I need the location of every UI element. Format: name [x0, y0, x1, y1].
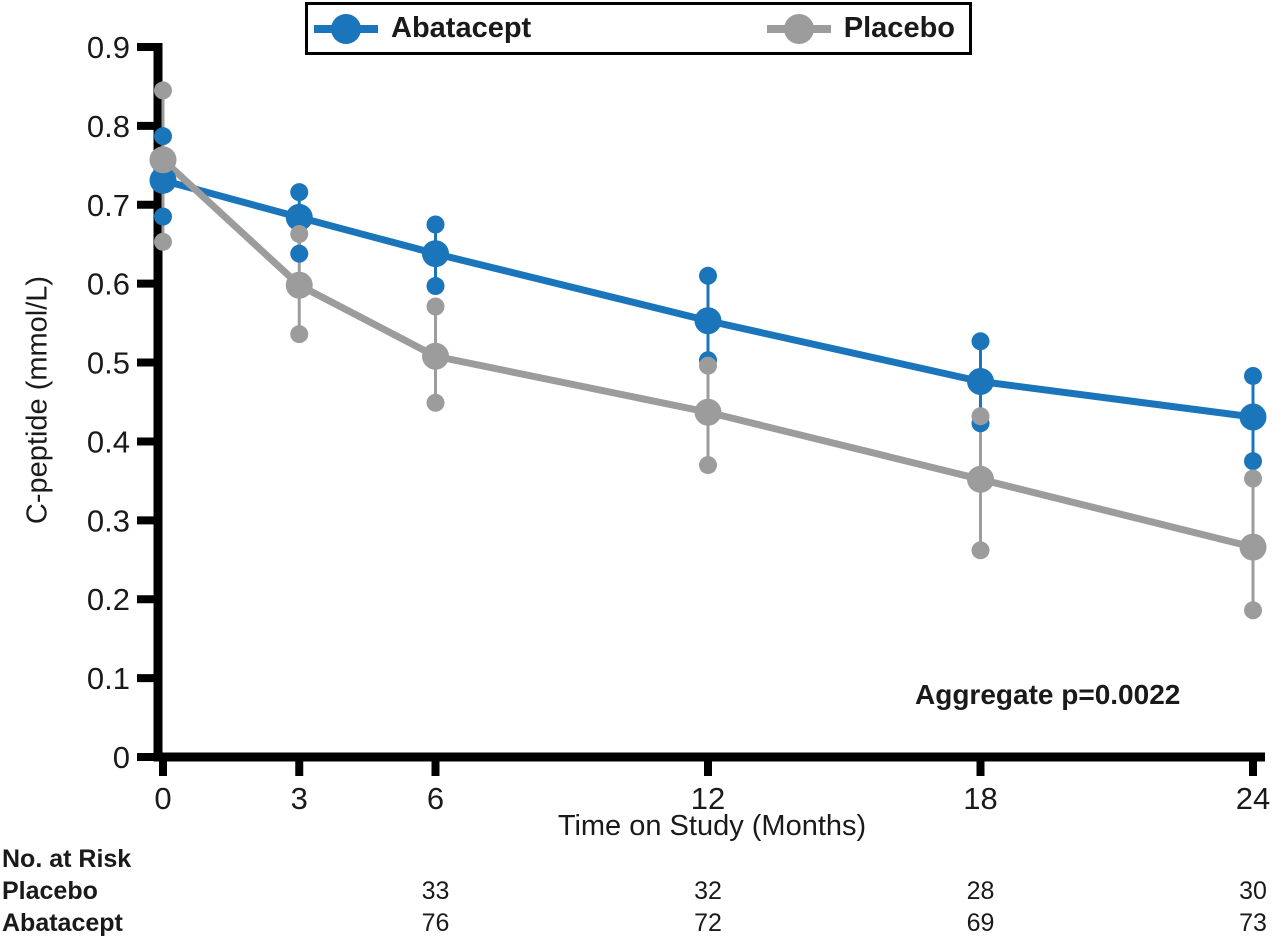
risk-value-placebo-m6: 33 [421, 877, 450, 905]
risk-table-title: No. at Risk [2, 845, 132, 873]
legend-label-placebo: Placebo [843, 12, 955, 44]
mean-marker-placebo [694, 398, 722, 426]
y-tick-label: 0.2 [87, 582, 130, 617]
x-tick-label: 6 [427, 781, 444, 816]
mean-marker-abatacept [967, 367, 994, 395]
ci-upper-marker-placebo [290, 224, 309, 243]
risk-value-placebo-m24: 30 [1239, 877, 1267, 905]
ci-upper-marker-placebo [1244, 469, 1262, 488]
ci-lower-marker-placebo [971, 541, 990, 560]
risk-value-abatacept-m18: 69 [966, 909, 995, 937]
ci-upper-marker-abatacept [290, 183, 309, 202]
series-line-abatacept [159, 176, 1257, 421]
ci-lower-marker-abatacept [426, 277, 445, 296]
legend-box: Abatacept Placebo [305, 2, 972, 55]
risk-value-abatacept-m24: 73 [1239, 909, 1267, 937]
risk-value-abatacept-m6: 76 [421, 909, 450, 937]
ci-upper-marker-placebo [426, 297, 445, 316]
p-value-annotation: Aggregate p=0.0022 [915, 679, 1181, 710]
mean-marker-abatacept [694, 307, 722, 335]
mean-marker-abatacept [149, 166, 177, 194]
ci-lower-marker-placebo [699, 456, 717, 475]
risk-value-abatacept-m12: 72 [694, 909, 722, 937]
ci-lower-marker-abatacept [154, 207, 172, 226]
ci-lower-marker-abatacept [290, 244, 309, 263]
risk-value-placebo-m18: 28 [966, 877, 995, 905]
ci-lower-marker-placebo [426, 393, 445, 412]
legend-label-abatacept: Abatacept [391, 12, 532, 44]
x-tick-label: 0 [154, 781, 171, 816]
y-tick-label: 0.9 [87, 30, 130, 65]
ci-upper-marker-abatacept [426, 215, 445, 234]
y-tick-label: 0.7 [87, 188, 130, 223]
y-tick-label: 0.8 [87, 109, 130, 144]
abatacept-swatch-icon [314, 13, 378, 44]
ci-lower-marker-placebo [154, 232, 172, 251]
ci-lower-marker-placebo [1244, 601, 1262, 620]
y-tick-label: 0.1 [87, 661, 130, 696]
mean-marker-abatacept [285, 203, 313, 231]
y-tick-label: 0.6 [87, 267, 130, 302]
ci-upper-marker-placebo [154, 81, 172, 100]
x-axis-title: Time on Study (Months) [557, 810, 867, 842]
mean-marker-placebo [149, 146, 177, 174]
ci-upper-marker-abatacept [154, 127, 172, 146]
x-tick-label: 18 [963, 781, 997, 816]
mean-marker-abatacept [1239, 403, 1267, 431]
ci-upper-marker-placebo [971, 407, 990, 426]
ci-upper-marker-abatacept [699, 266, 717, 285]
y-tick-label: 0.3 [87, 503, 130, 538]
y-axis-title: C-peptide (mmol/L) [21, 275, 54, 525]
mean-marker-placebo [967, 465, 994, 493]
legend-item-abatacept: Abatacept [314, 7, 531, 51]
ci-upper-marker-abatacept [971, 332, 990, 351]
placebo-swatch-icon [766, 13, 831, 44]
mean-marker-placebo [422, 342, 449, 370]
x-tick-label: 3 [291, 781, 308, 816]
mean-marker-abatacept [422, 240, 449, 268]
legend-item-placebo: Placebo [766, 7, 955, 51]
risk-value-placebo-m12: 32 [694, 877, 722, 905]
x-tick-label: 12 [691, 781, 725, 816]
x-tick-label: 24 [1236, 781, 1270, 816]
ci-lower-marker-abatacept [1244, 452, 1262, 471]
ci-upper-marker-abatacept [1244, 366, 1262, 385]
risk-row-label-placebo: Placebo [2, 877, 98, 905]
ci-lower-marker-placebo [290, 325, 309, 344]
y-tick-label: 0.5 [87, 346, 130, 381]
mean-marker-placebo [1239, 533, 1267, 561]
series-line-placebo [159, 156, 1257, 551]
y-tick-label: 0.4 [87, 424, 130, 459]
ci-upper-marker-placebo [699, 356, 717, 375]
risk-row-label-abatacept: Abatacept [2, 909, 123, 937]
y-tick-label: 0 [113, 740, 130, 775]
mean-marker-placebo [285, 271, 313, 299]
